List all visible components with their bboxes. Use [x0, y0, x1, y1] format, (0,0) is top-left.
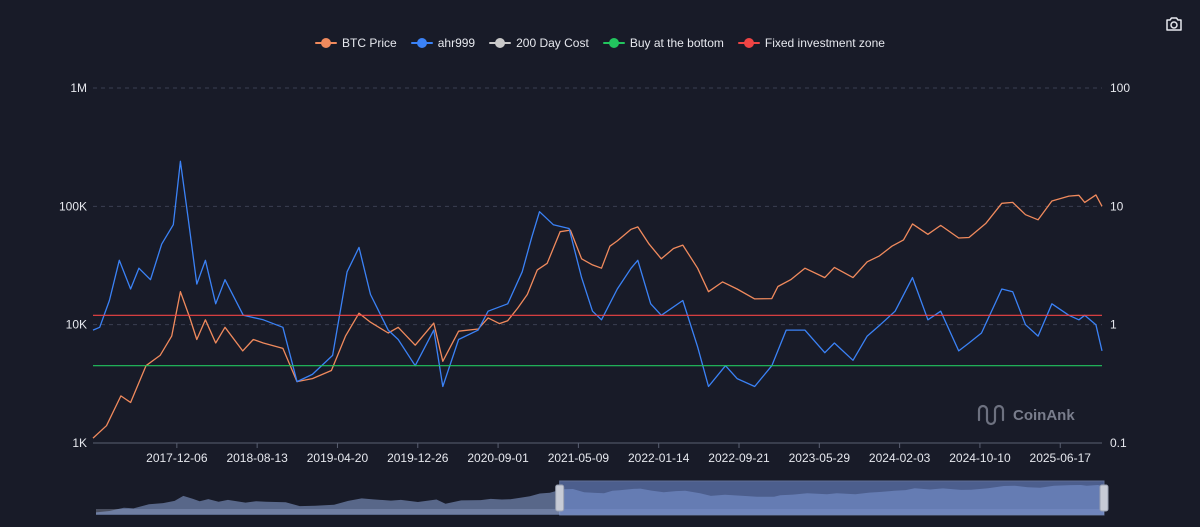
legend-label: Fixed investment zone	[764, 36, 885, 50]
x-axis-tick-label: 2018-08-13	[226, 451, 288, 465]
right-axis-tick-label: 0.1	[1110, 436, 1127, 450]
legend-swatch-icon	[315, 37, 338, 49]
x-axis-tick-label: 2017-12-06	[146, 451, 208, 465]
x-axis-tick-label: 2025-06-17	[1030, 451, 1092, 465]
x-axis-tick-label: 2020-09-01	[467, 451, 529, 465]
x-axis-tick-label: 2023-05-29	[789, 451, 851, 465]
watermark-text: CoinAnk	[1013, 407, 1075, 424]
x-axis-tick-label: 2019-12-26	[387, 451, 449, 465]
zoom-handle-right[interactable]	[1099, 484, 1109, 512]
x-axis-tick-label: 2021-05-09	[548, 451, 610, 465]
zoom-window	[559, 480, 1105, 516]
legend-item-ahr999[interactable]: ahr999	[410, 36, 476, 50]
series-line-ahr999	[92, 160, 1103, 388]
legend-item-btc-price[interactable]: BTC Price	[315, 36, 397, 50]
legend-swatch-icon	[602, 37, 625, 49]
coinank-watermark: CoinAnk	[977, 404, 1075, 426]
legend-item-buy-at-the-bottom[interactable]: Buy at the bottom	[602, 36, 724, 50]
legend-item-200-day-cost[interactable]: 200 Day Cost	[489, 36, 589, 50]
left-axis-tick-label: 1M	[70, 81, 87, 95]
legend-label: Buy at the bottom	[629, 36, 724, 50]
coinank-logo-icon	[977, 404, 1005, 426]
right-axis-tick-label: 10	[1110, 199, 1124, 213]
x-axis-tick-label: 2022-09-21	[708, 451, 770, 465]
legend-swatch-icon	[489, 37, 512, 49]
legend-swatch-icon	[410, 37, 433, 49]
x-axis-tick-label: 2024-10-10	[949, 451, 1011, 465]
x-axis-tick-label: 2019-04-20	[307, 451, 369, 465]
left-axis-tick-label: 100K	[59, 199, 87, 213]
right-axis-tick-label: 100	[1110, 81, 1130, 95]
zoom-handle-left[interactable]	[555, 484, 565, 512]
legend-item-fixed-investment-zone[interactable]: Fixed investment zone	[737, 36, 885, 50]
legend-label: ahr999	[437, 36, 476, 50]
camera-icon[interactable]	[1164, 14, 1184, 34]
x-axis-tick-label: 2024-02-03	[869, 451, 931, 465]
left-axis-tick-label: 1K	[72, 436, 87, 450]
chart-legend: BTC Price ahr999 200 Day Cost Buy at the…	[0, 36, 1200, 50]
series-line-btc-price	[92, 194, 1103, 439]
legend-swatch-icon	[737, 37, 760, 49]
right-axis-tick-label: 1	[1110, 318, 1117, 332]
legend-label: BTC Price	[342, 36, 397, 50]
legend-label: 200 Day Cost	[516, 36, 589, 50]
left-axis-tick-label: 10K	[66, 318, 87, 332]
x-axis-tick-label: 2022-01-14	[628, 451, 690, 465]
